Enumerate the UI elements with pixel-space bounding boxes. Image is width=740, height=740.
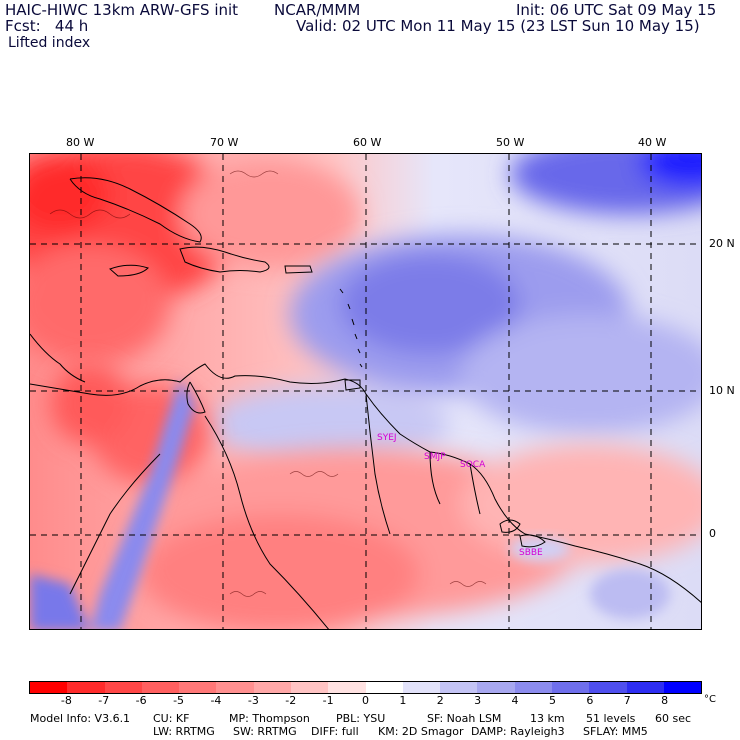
init-time: Init: 06 UTC Sat 09 May 15 [516, 1, 717, 19]
colorbar-swatch [589, 682, 627, 693]
lon-label-40w: 40 W [638, 136, 667, 149]
lw-scheme: LW: RRTMG [153, 725, 215, 738]
colorbar-swatch [179, 682, 217, 693]
colorbar-tick-label: -2 [285, 694, 297, 707]
station-smjp: SMJP [424, 452, 446, 462]
sw-scheme: SW: RRTMG [233, 725, 297, 738]
lat-label-20n: 20 N [709, 237, 735, 250]
stable-region-atlantic [210, 154, 701, 464]
colorbar-tick-label: -1 [322, 694, 334, 707]
colorbar-tick-label: 3 [474, 694, 482, 707]
valid-time: Valid: 02 UTC Mon 11 May 15 (23 LST Sun … [296, 17, 700, 35]
lat-label-10n: 10 N [709, 384, 735, 397]
coastlines [30, 177, 701, 629]
map-canvas [30, 154, 701, 629]
lat-label-0: 0 [709, 527, 716, 540]
graticule [30, 154, 701, 629]
time-step: 60 sec [655, 712, 692, 725]
colorbar-swatch [328, 682, 366, 693]
colorbar-tick-label: 5 [548, 694, 556, 707]
colorbar-swatch [104, 682, 142, 693]
field-name: Lifted index [8, 35, 91, 51]
colorbar-swatch [67, 682, 105, 693]
colorbar-swatch [551, 682, 590, 693]
colorbar-swatch [440, 682, 478, 693]
colorbar-swatch [30, 682, 68, 693]
colorbar-tick-label: 8 [661, 694, 669, 707]
colorbar-swatch [626, 682, 664, 693]
colorbar-tick-label: 2 [436, 694, 444, 707]
model-info: Model Info: V3.6.1 [30, 712, 131, 725]
colorbar-tick-label: -8 [60, 694, 72, 707]
sflay-scheme: SFLAY: MM5 [583, 725, 648, 738]
lon-label-80w: 80 W [66, 136, 95, 149]
colorbar-tick-label: 7 [623, 694, 631, 707]
lon-label-60w: 60 W [353, 136, 382, 149]
stable-region-andes [30, 379, 195, 629]
contour-lines [49, 170, 487, 597]
resolution: 13 km [530, 712, 565, 725]
lon-label-70w: 70 W [210, 136, 239, 149]
colorbar-swatch [663, 682, 702, 693]
forecast-hour: Fcst: 44 h [5, 17, 89, 35]
cu-scheme: CU: KF [153, 712, 190, 725]
colorbar-swatch [402, 682, 441, 693]
diff-scheme: DIFF: full [311, 725, 359, 738]
colorbar-ticks: -8 -7 -6 -5 -4 -3 -2 -1 0 1 2 3 4 5 6 7 8 [29, 694, 702, 707]
mp-scheme: MP: Thompson [229, 712, 310, 725]
damp-scheme: DAMP: Rayleigh3 [471, 725, 565, 738]
stable-region-delta [510, 537, 670, 619]
station-soca: SOCA [460, 460, 486, 470]
station-sbbe: SBBE [519, 548, 543, 558]
colorbar-swatch [141, 682, 180, 693]
colorbar-swatch [253, 682, 291, 693]
colorbar-swatch [514, 682, 552, 693]
colorbar-unit: °C [704, 694, 716, 705]
colorbar-tick-label: -4 [210, 694, 222, 707]
sf-scheme: SF: Noah LSM [427, 712, 502, 725]
colorbar-swatch [290, 682, 329, 693]
colorbar-tick-label: 0 [362, 694, 369, 707]
colorbar-tick-label: -6 [135, 694, 147, 707]
colorbar-tick-label: -5 [173, 694, 185, 707]
station-syej: SYEJ [377, 433, 397, 443]
colorbar-tick-label: 6 [586, 694, 594, 707]
colorbar-swatch [216, 682, 254, 693]
colorbar [29, 681, 702, 694]
lon-label-50w: 50 W [496, 136, 525, 149]
colorbar-tick-label: -7 [98, 694, 110, 707]
colorbar-swatch [477, 682, 515, 693]
km-scheme: KM: 2D Smagor [378, 725, 464, 738]
colorbar-swatch [365, 682, 403, 693]
colorbar-tick-label: 1 [399, 694, 407, 707]
model-title: HAIC-HIWC 13km ARW-GFS init [5, 1, 239, 19]
pbl-scheme: PBL: YSU [336, 712, 386, 725]
organization-label: NCAR/MMM [274, 1, 361, 19]
colorbar-tick-label: -3 [247, 694, 259, 707]
lifted-index-map: SYEJ SMJP SOCA SBBE [29, 153, 702, 630]
vertical-levels: 51 levels [586, 712, 636, 725]
colorbar-tick-label: 4 [511, 694, 519, 707]
